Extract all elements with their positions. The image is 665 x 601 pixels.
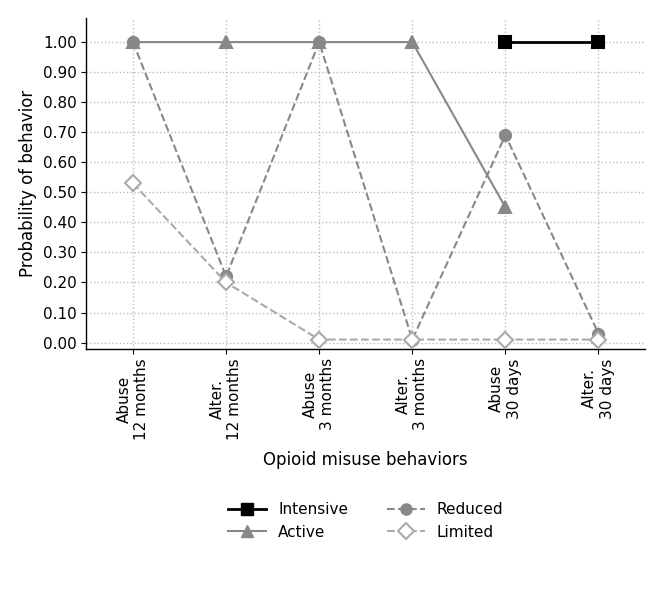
Y-axis label: Probability of behavior: Probability of behavior — [19, 90, 37, 277]
Legend: Intensive, Active, Reduced, Limited: Intensive, Active, Reduced, Limited — [222, 496, 509, 546]
X-axis label: Opioid misuse behaviors: Opioid misuse behaviors — [263, 451, 468, 469]
